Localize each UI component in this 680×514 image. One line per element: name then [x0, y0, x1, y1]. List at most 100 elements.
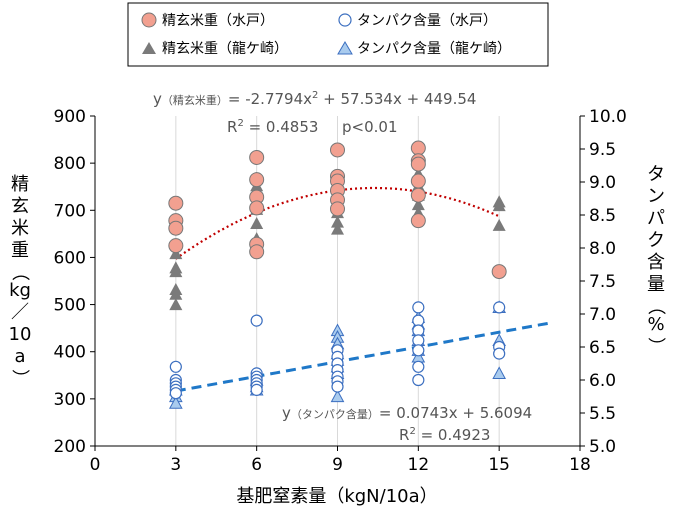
right-y-tick-label-6.5: 6.5 [589, 338, 616, 358]
point-mito-protein-20 [412, 301, 425, 314]
right-y-tick-label-8.0: 8.0 [589, 239, 616, 259]
point-ryugasaki-weight-18 [331, 222, 344, 235]
point-mito-protein-5 [169, 387, 182, 400]
right-y-tick-label-9.5: 9.5 [589, 140, 616, 160]
point-ryugasaki-weight-5 [169, 298, 183, 311]
protein-fit-r2-label: R [399, 426, 409, 444]
point-ryugasaki-protein-2 [168, 396, 183, 409]
legend-label-ryugasaki-weight: 精玄米重（龍ケ崎） [162, 40, 288, 57]
left-y-tick-label-900: 900 [54, 107, 86, 127]
right-axis-title-char-1: ン [647, 186, 665, 207]
left-axis-title-char-5: kg [9, 280, 31, 301]
right-axis-title-char-4: 含 [647, 252, 665, 273]
weight-fit-equation-series: （精玄米重） [162, 93, 228, 107]
left-y-tick-label-300: 300 [54, 390, 86, 410]
legend-item-ryugasaki-weight: 精玄米重（龍ケ崎） [142, 40, 288, 57]
point-ryugasaki-weight-25 [492, 199, 506, 212]
point-mito-weight-22 [491, 264, 507, 280]
left-y-tick-label-200: 200 [54, 437, 86, 457]
point-ryugasaki-protein-22 [492, 366, 507, 379]
legend-box [127, 2, 549, 67]
left-y-tick-label-600: 600 [54, 248, 86, 268]
right-y-tick-label-8.5: 8.5 [589, 206, 616, 226]
weight-fit-p-value: p<0.01 [342, 118, 398, 136]
weight-fit-r2-label: R [227, 118, 237, 136]
point-mito-weight-7 [249, 200, 265, 216]
point-ryugasaki-weight-2 [169, 265, 183, 278]
left-axis-title-char-3: 重 [11, 240, 29, 261]
point-mito-weight-9 [249, 244, 265, 260]
point-mito-protein-19 [331, 380, 344, 393]
left-axis-title-char-9: ） [9, 369, 30, 387]
weight-fit-equation-sup: 2 [312, 90, 318, 101]
point-mito-weight-0 [168, 195, 184, 211]
point-ryugasaki-weight-4 [169, 287, 183, 300]
left-axis-title-char-7: 10 [9, 324, 32, 345]
point-mito-protein-0 [169, 360, 182, 373]
right-axis-title-char-2: パ [647, 208, 665, 229]
weight-fit-r2-sup: 2 [237, 118, 243, 129]
left-axis-title-char-8: a [14, 346, 25, 367]
protein-fit-equation: y（タンパク含量）= 0.0743x + 5.6094 [282, 404, 532, 422]
point-ryugasaki-weight-0 [169, 247, 183, 260]
legend-label-ryugasaki-protein: タンパク含量（龍ケ崎） [357, 40, 511, 57]
left-y-ticks: 200 300 400 500 600 700 800 900 [54, 107, 95, 457]
legend-item-mito-protein: タンパク含量（水戸） [338, 13, 497, 29]
right-axis-title-char-5: 量 [647, 274, 665, 295]
point-mito-protein-6 [250, 314, 263, 327]
point-mito-weight-2 [168, 220, 184, 236]
legend-marker-mito-weight [141, 12, 157, 28]
point-mito-weight-10 [330, 142, 345, 158]
right-y-ticks: 5.0 5.5 6.0 6.5 7.0 7.5 8.0 8.5 9.0 9.5 10.0 [580, 107, 627, 457]
right-y-tick-label-10.0: 10.0 [589, 107, 627, 127]
right-axis-title-char-7: % [647, 314, 664, 335]
left-axis-title-char-0: 精 [11, 174, 29, 195]
point-mito-weight-16 [410, 140, 426, 156]
legend-marker-mito-protein [338, 13, 352, 27]
left-y-tick-label-500: 500 [54, 296, 86, 316]
left-axis-title-char-1: 玄 [11, 196, 29, 217]
point-ryugasaki-weight-9 [250, 216, 264, 230]
right-axis-title-char-8: ） [645, 337, 666, 355]
point-mito-weight-4 [249, 149, 265, 165]
protein-fit-r2-value: = 0.4923 [416, 426, 491, 444]
point-mito-weight-21 [410, 213, 426, 229]
point-mito-protein-29 [493, 347, 506, 360]
legend-label-mito-protein: タンパク含量（水戸） [357, 13, 497, 29]
x-tick-label-9: 9 [332, 455, 343, 475]
point-mito-protein-12 [250, 383, 263, 396]
right-axis-title-char-6: （ [645, 297, 666, 315]
point-mito-weight-15 [330, 201, 345, 217]
trend-lines [175, 186, 554, 393]
right-axis-title: タンパク含量 （% ） [645, 164, 666, 355]
left-axis-title: 精玄米重 （kg／10a ） [9, 174, 32, 387]
protein-fit-equation-series: （タンパク含量） [291, 407, 379, 421]
weight-fit-r2: R2 = 0.4853 [227, 118, 318, 136]
legend-marker-ryugasaki-protein [337, 41, 353, 55]
right-y-tick-label-5.0: 5.0 [589, 437, 616, 457]
legend: 精玄米重（水戸） 精玄米重（龍ケ崎） タンパク含量（水戸） タンパク含量（龍ケ崎… [127, 2, 549, 67]
left-axis-title-char-4: （ [9, 263, 30, 281]
point-mito-protein-26 [412, 373, 425, 387]
point-mito-protein-27 [493, 301, 506, 314]
weight-fit-equation: y（精玄米重）= -2.7794x2 + 57.534x + 449.54 [153, 90, 476, 108]
left-y-tick-label-700: 700 [54, 201, 86, 221]
protein-fit-equation-body: = 0.0743x + 5.6094 [379, 404, 532, 422]
left-axis-title-char-2: 米 [11, 218, 29, 239]
point-mito-weight-5 [249, 172, 265, 188]
x-ticks: 0 3 6 9 12 15 18 [90, 446, 591, 475]
weight-fit-equation-prefix: y [153, 90, 162, 108]
legend-item-ryugasaki-protein: タンパク含量（龍ケ崎） [337, 40, 511, 57]
point-mito-weight-3 [168, 238, 184, 254]
point-ryugasaki-weight-26 [492, 218, 506, 231]
point-mito-protein-24 [412, 344, 425, 357]
x-tick-label-0: 0 [90, 455, 101, 475]
right-y-tick-label-7.0: 7.0 [589, 305, 616, 325]
legend-label-mito-weight: 精玄米重（水戸） [162, 12, 274, 29]
protein-fit-r2-sup: 2 [409, 426, 415, 437]
protein-fit-r2: R2 = 0.4923 [399, 426, 490, 444]
x-tick-label-3: 3 [170, 455, 181, 475]
weight-fit-equation-tail: + 57.534x + 449.54 [318, 90, 476, 108]
point-ryugasaki-weight-17 [331, 215, 344, 228]
